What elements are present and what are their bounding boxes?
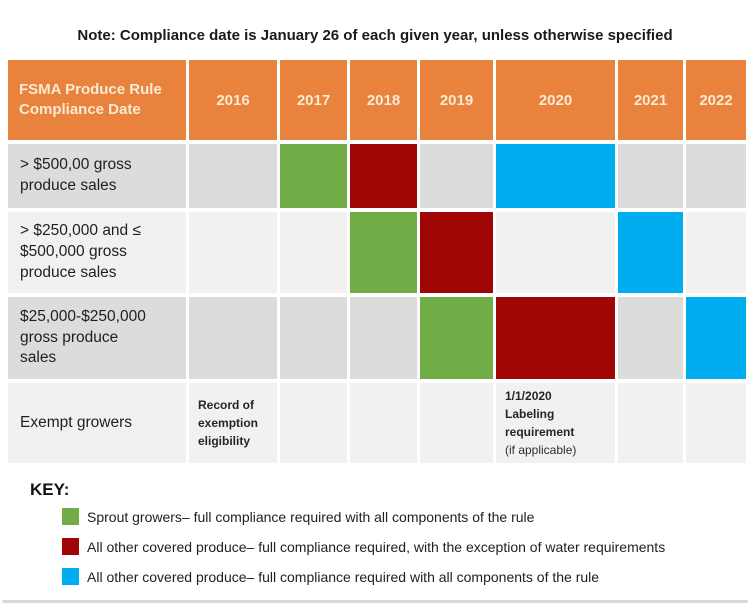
key-entry-label: All other covered produce– full complian… — [87, 568, 600, 585]
header-year-2016: 2016 — [189, 60, 277, 140]
header-year-2018: 2018 — [350, 60, 417, 140]
cell-2018 — [350, 212, 417, 293]
table-row: $25,000-$250,000 gross produce sales — [8, 297, 746, 379]
cell-2022 — [686, 383, 746, 463]
key-entry-covered-full-compliance: All other covered produce– full complian… — [62, 568, 750, 585]
header-year-2019: 2019 — [420, 60, 493, 140]
key-entries: Sprout growers– full compliance required… — [62, 508, 750, 585]
cell-2021 — [618, 144, 683, 208]
cell-2019 — [420, 297, 493, 379]
cell-2019 — [420, 383, 493, 463]
table-row: Exempt growers Record of exemption eligi… — [8, 383, 746, 463]
cell-2022 — [686, 297, 746, 379]
cell-2021 — [618, 212, 683, 293]
exemption-note-text: Record of exemption eligibility — [198, 398, 259, 448]
cell-2022 — [686, 144, 746, 208]
red-swatch-icon — [62, 538, 79, 555]
header-year-2021: 2021 — [618, 60, 683, 140]
cell-2017 — [280, 144, 347, 208]
cell-2016 — [189, 297, 277, 379]
header-year-2017: 2017 — [280, 60, 347, 140]
cell-2018 — [350, 144, 417, 208]
bottom-divider — [2, 600, 748, 603]
cell-2020-labeling-note: 1/1/2020 Labeling requirement (if applic… — [496, 383, 615, 463]
row-label: $25,000-$250,000 gross produce sales — [8, 297, 186, 379]
row-label: > $250,000 and ≤ $500,000 gross produce … — [8, 212, 186, 293]
table-row: > $250,000 and ≤ $500,000 gross produce … — [8, 212, 746, 293]
cell-2017 — [280, 297, 347, 379]
header-label: FSMA Produce Rule Compliance Date — [8, 60, 186, 140]
cell-2021 — [618, 297, 683, 379]
compliance-table: FSMA Produce Rule Compliance Date 2016 2… — [5, 56, 749, 467]
cell-2016-exemption-note: Record of exemption eligibility — [189, 383, 277, 463]
key-title: KEY: — [30, 480, 70, 499]
header-year-2022: 2022 — [686, 60, 746, 140]
table-header-row: FSMA Produce Rule Compliance Date 2016 2… — [8, 60, 746, 140]
cell-2018 — [350, 297, 417, 379]
key-entry-label: Sprout growers– full compliance required… — [87, 508, 535, 525]
key-section: KEY: Sprout growers– full compliance req… — [30, 480, 750, 585]
cell-2020 — [496, 144, 615, 208]
row-label: Exempt growers — [8, 383, 186, 463]
cell-2016 — [189, 144, 277, 208]
cell-2019 — [420, 144, 493, 208]
key-entry-sprout-growers: Sprout growers– full compliance required… — [62, 508, 750, 525]
cell-2017 — [280, 212, 347, 293]
cell-2019 — [420, 212, 493, 293]
cell-2021 — [618, 383, 683, 463]
cell-2017 — [280, 383, 347, 463]
compliance-note: Note: Compliance date is January 26 of e… — [77, 27, 673, 44]
labeling-note-text: Labeling requirement — [505, 407, 575, 439]
cell-2018 — [350, 383, 417, 463]
green-swatch-icon — [62, 508, 79, 525]
cell-2020 — [496, 212, 615, 293]
labeling-note-qualifier: (if applicable) — [505, 443, 577, 457]
key-entry-covered-except-water: All other covered produce– full complian… — [62, 538, 750, 555]
header-year-2020: 2020 — [496, 60, 615, 140]
labeling-note-date: 1/1/2020 — [505, 389, 552, 403]
key-entry-label: All other covered produce– full complian… — [87, 538, 666, 555]
table-row: > $500,00 gross produce sales — [8, 144, 746, 208]
cell-2022 — [686, 212, 746, 293]
blue-swatch-icon — [62, 568, 79, 585]
row-label: > $500,00 gross produce sales — [8, 144, 186, 208]
cell-2020 — [496, 297, 615, 379]
cell-2016 — [189, 212, 277, 293]
